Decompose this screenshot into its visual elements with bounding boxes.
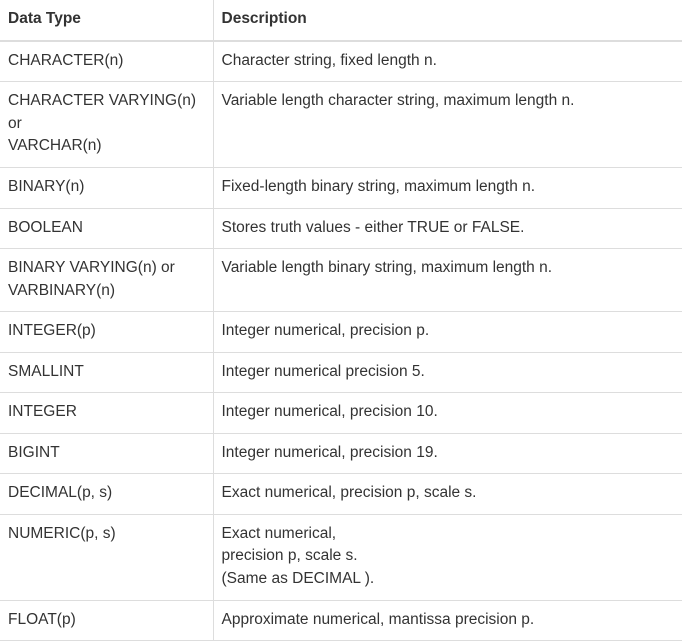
description-cell: Integer numerical, precision 10.	[213, 392, 682, 434]
type-cell: INTEGER(p)	[0, 311, 214, 353]
type-text: BINARY VARYING(n) or	[8, 259, 175, 276]
table-row: BINARY(n) Fixed-length binary string, ma…	[0, 167, 682, 209]
description-cell: Integer numerical, precision p.	[213, 311, 682, 353]
type-cell: FLOAT(p)	[0, 599, 214, 641]
type-text: INTEGER	[8, 403, 77, 420]
table-row: INTEGER Integer numerical, precision 10.	[0, 392, 682, 434]
type-cell: SMALLINT	[0, 351, 214, 393]
table-header: Data Type Description	[0, 0, 682, 42]
table-row: BOOLEAN Stores truth values - either TRU…	[0, 207, 682, 249]
type-text: VARBINARY(n)	[8, 281, 116, 299]
description-cell: Integer numerical, precision 19.	[213, 432, 682, 474]
description-cell: Variable length binary string, maximum l…	[213, 248, 682, 312]
description-cell: Variable length character string, maximu…	[213, 81, 682, 168]
type-text: BINARY(n)	[8, 178, 85, 195]
table-row: SMALLINT Integer numerical precision 5.	[0, 351, 682, 393]
description-text: Approximate numerical, mantissa precisio…	[221, 610, 535, 628]
table-row: FLOAT(p) Approximate numerical, mantissa…	[0, 599, 682, 641]
type-text: INTEGER(p)	[8, 322, 96, 339]
description-cell: Stores truth values - either TRUE or FAL…	[213, 207, 682, 249]
description-cell: Exact numerical, precision p, scale s.	[213, 473, 682, 515]
table-row: INTEGER(p) Integer numerical, precision …	[0, 311, 682, 353]
description-cell: Fixed-length binary string, maximum leng…	[213, 167, 682, 209]
type-text: BOOLEAN	[8, 218, 83, 236]
description-text: Exact numerical,	[221, 524, 337, 542]
table-body: CHARACTER(n) Character string, fixed len…	[0, 40, 682, 641]
description-text: Character string, fixed length n.	[221, 51, 437, 69]
description-text: (Same as DECIMAL ).	[221, 569, 375, 587]
description-text: Fixed-length binary string, maximum leng…	[221, 178, 536, 195]
type-text: VARCHAR(n)	[8, 137, 102, 154]
type-cell: BOOLEAN	[0, 207, 214, 249]
type-text: CHARACTER(n)	[8, 51, 124, 69]
description-text: Exact numerical, precision p, scale s.	[221, 484, 477, 501]
description-text: Variable length binary string, maximum l…	[221, 259, 553, 276]
description-cell: Integer numerical precision 5.	[213, 351, 682, 393]
description-cell: Approximate numerical, mantissa precisio…	[213, 599, 682, 641]
type-cell: NUMERIC(p, s)	[0, 513, 214, 601]
table-row: BINARY VARYING(n) or VARBINARY(n) Variab…	[0, 248, 682, 312]
description-cell: Exact numerical, precision p, scale s. (…	[213, 513, 682, 601]
type-text: or	[8, 114, 22, 132]
table-row: CHARACTER(n) Character string, fixed len…	[0, 40, 682, 82]
description-text: Integer numerical, precision p.	[221, 322, 430, 339]
type-text: NUMERIC(p, s)	[8, 524, 116, 542]
header-row: Data Type Description	[0, 0, 682, 42]
description-text: precision p, scale s.	[221, 547, 358, 564]
type-cell: BIGINT	[0, 432, 214, 474]
table-row: DECIMAL(p, s) Exact numerical, precision…	[0, 473, 682, 515]
table-row: CHARACTER VARYING(n) or VARCHAR(n) Varia…	[0, 81, 682, 168]
type-cell: DECIMAL(p, s)	[0, 473, 214, 515]
description-cell: Character string, fixed length n.	[213, 40, 682, 82]
description-text: Integer numerical precision 5.	[221, 362, 425, 380]
type-cell: CHARACTER VARYING(n) or VARCHAR(n)	[0, 81, 214, 168]
description-text: Integer numerical, precision 10.	[221, 403, 438, 420]
type-text: BIGINT	[8, 443, 60, 461]
type-text: SMALLINT	[8, 362, 84, 380]
table-row: BIGINT Integer numerical, precision 19.	[0, 432, 682, 474]
description-text: Integer numerical, precision 19.	[221, 443, 438, 461]
header-data-type: Data Type	[0, 0, 214, 42]
description-text: Variable length character string, maximu…	[221, 92, 575, 109]
type-cell: BINARY VARYING(n) or VARBINARY(n)	[0, 248, 214, 312]
type-text: FLOAT(p)	[8, 610, 76, 628]
header-description: Description	[213, 0, 682, 42]
description-text: Stores truth values - either TRUE or FAL…	[221, 218, 525, 236]
type-cell: BINARY(n)	[0, 167, 214, 209]
type-text: CHARACTER VARYING(n)	[8, 92, 197, 109]
type-text: DECIMAL(p, s)	[8, 484, 113, 501]
table-row: NUMERIC(p, s) Exact numerical, precision…	[0, 513, 682, 601]
type-cell: CHARACTER(n)	[0, 40, 214, 82]
type-cell: INTEGER	[0, 392, 214, 434]
